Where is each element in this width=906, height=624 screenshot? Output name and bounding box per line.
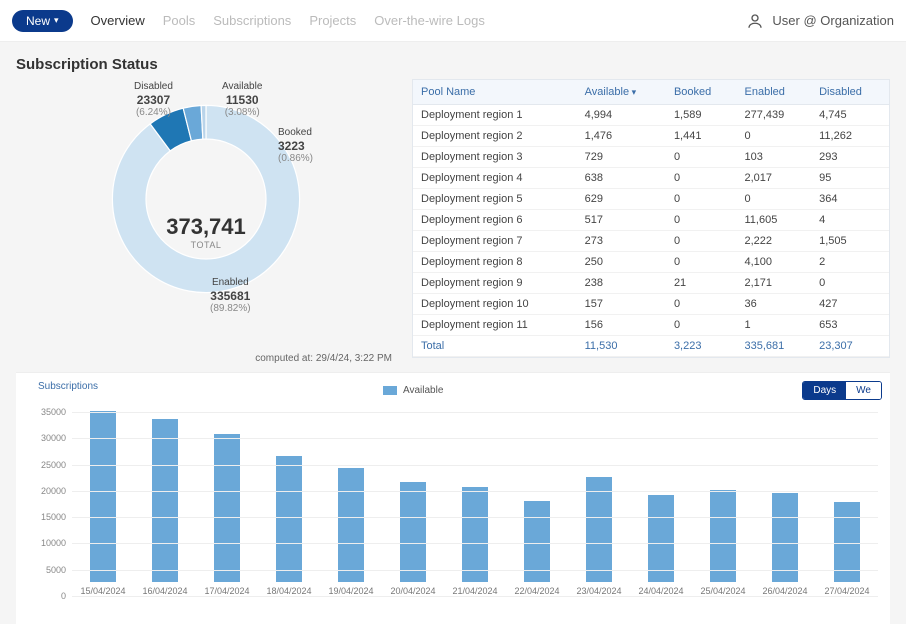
subscription-donut: 373,741 TOTAL Enabled335681(89.82%) Disab…: [16, 79, 396, 358]
caret-down-icon: ▾: [54, 15, 59, 26]
range-we[interactable]: We: [846, 382, 881, 399]
y-tick: 35000: [32, 407, 66, 417]
y-tick: 20000: [32, 486, 66, 496]
gridline: 15000: [72, 517, 878, 518]
donut-label-enabled: Enabled335681(89.82%): [210, 277, 251, 315]
bar[interactable]: [152, 419, 178, 582]
bar[interactable]: [772, 493, 798, 582]
nav-overview[interactable]: Overview: [91, 13, 145, 28]
x-label: 21/04/2024: [452, 586, 497, 596]
user-area[interactable]: User @ Organization: [746, 12, 894, 30]
nav-over-the-wire-logs[interactable]: Over-the-wire Logs: [374, 13, 485, 28]
gridline: 20000: [72, 491, 878, 492]
col-enabled[interactable]: Enabled: [737, 80, 812, 105]
table-row[interactable]: Deployment region 9238212,1710: [413, 273, 889, 294]
chart-title: Subscriptions: [38, 381, 98, 392]
x-label: 26/04/2024: [762, 586, 807, 596]
bar[interactable]: [586, 477, 612, 582]
range-days[interactable]: Days: [803, 382, 846, 399]
bar[interactable]: [90, 411, 116, 582]
bar-slot: 22/04/2024: [506, 501, 568, 596]
table-row[interactable]: Deployment region 463802,01795: [413, 168, 889, 189]
bar[interactable]: [400, 482, 426, 582]
new-button-label: New: [26, 14, 50, 28]
table-row[interactable]: Deployment region 14,9941,589277,4394,74…: [413, 105, 889, 126]
donut-label-disabled: Disabled23307(6.24%): [134, 81, 173, 119]
x-label: 17/04/2024: [204, 586, 249, 596]
chart-legend: Available: [24, 385, 802, 396]
nav-pools[interactable]: Pools: [163, 13, 196, 28]
donut-total-label: TOTAL: [166, 240, 246, 250]
x-label: 20/04/2024: [390, 586, 435, 596]
donut-center: 373,741 TOTAL: [166, 214, 246, 250]
range-toggle: DaysWe: [802, 381, 882, 400]
table-row[interactable]: Deployment region 21,4761,441011,262: [413, 126, 889, 147]
donut-label-booked: Booked3223(0.86%): [278, 127, 313, 165]
table-row[interactable]: Deployment region 6517011,6054: [413, 210, 889, 231]
col-disabled[interactable]: Disabled: [811, 80, 889, 105]
topbar: New ▾ Overview Pools Subscriptions Projects…: [0, 0, 906, 42]
y-tick: 10000: [32, 538, 66, 548]
bar-chart: 15/04/2024 16/04/2024 17/04/2024 18/04/2024…: [72, 412, 878, 612]
table-row[interactable]: Deployment region 37290103293: [413, 147, 889, 168]
main-nav: Overview Pools Subscriptions Projects Over-t…: [91, 13, 485, 28]
donut-label-available: Available11530(3.08%): [222, 81, 262, 119]
donut-total-value: 373,741: [166, 214, 246, 240]
bar[interactable]: [276, 456, 302, 582]
legend-label: Available: [403, 385, 443, 396]
gridline: 25000: [72, 465, 878, 466]
bar[interactable]: [214, 434, 240, 582]
donut-chart: [86, 79, 326, 319]
user-label: User @ Organization: [772, 13, 894, 28]
gridline: 30000: [72, 438, 878, 439]
bar[interactable]: [462, 487, 488, 582]
user-icon: [746, 12, 764, 30]
y-tick: 0: [32, 591, 66, 601]
table-row[interactable]: Deployment region 10157036427: [413, 294, 889, 315]
col-pool-name[interactable]: Pool Name: [413, 80, 577, 105]
nav-projects[interactable]: Projects: [309, 13, 356, 28]
table-row[interactable]: Deployment region 562900364: [413, 189, 889, 210]
table-row[interactable]: Deployment region 1115601653: [413, 315, 889, 336]
bar-slot: 19/04/2024: [320, 468, 382, 596]
x-label: 15/04/2024: [80, 586, 125, 596]
nav-subscriptions[interactable]: Subscriptions: [213, 13, 291, 28]
x-label: 27/04/2024: [824, 586, 869, 596]
x-label: 25/04/2024: [700, 586, 745, 596]
table-row[interactable]: Deployment region 727302,2221,505: [413, 231, 889, 252]
pool-table: Pool NameAvailableBookedEnabledDisabled …: [412, 79, 890, 358]
gridline: 35000: [72, 412, 878, 413]
x-label: 23/04/2024: [576, 586, 621, 596]
y-tick: 30000: [32, 433, 66, 443]
y-tick: 15000: [32, 512, 66, 522]
legend-swatch: [383, 386, 397, 395]
x-label: 22/04/2024: [514, 586, 559, 596]
bar-slot: 17/04/2024: [196, 434, 258, 596]
bar[interactable]: [338, 468, 364, 582]
gridline: 5000: [72, 570, 878, 571]
computed-at: computed at: 29/4/24, 3:22 PM: [255, 353, 392, 364]
new-button[interactable]: New ▾: [12, 10, 73, 32]
y-tick: 25000: [32, 460, 66, 470]
subscriptions-chart-card: Subscriptions Available DaysWe 15/04/202…: [16, 372, 890, 624]
gridline: 10000: [72, 543, 878, 544]
table-row[interactable]: Deployment region 825004,1002: [413, 252, 889, 273]
bar[interactable]: [710, 490, 736, 582]
table-total-row: Total11,5303,223335,68123,307: [413, 336, 889, 357]
bar-slot: 21/04/2024: [444, 487, 506, 596]
x-label: 19/04/2024: [328, 586, 373, 596]
bar-slot: 18/04/2024: [258, 456, 320, 596]
y-tick: 5000: [32, 565, 66, 575]
x-label: 18/04/2024: [266, 586, 311, 596]
x-label: 24/04/2024: [638, 586, 683, 596]
bar-slot: 24/04/2024: [630, 495, 692, 596]
bar-slot: 23/04/2024: [568, 477, 630, 596]
bar-slot: 20/04/2024: [382, 482, 444, 596]
x-label: 16/04/2024: [142, 586, 187, 596]
col-available[interactable]: Available: [577, 80, 666, 105]
col-booked[interactable]: Booked: [666, 80, 737, 105]
gridline: 0: [72, 596, 878, 597]
section-title: Subscription Status: [16, 56, 890, 73]
